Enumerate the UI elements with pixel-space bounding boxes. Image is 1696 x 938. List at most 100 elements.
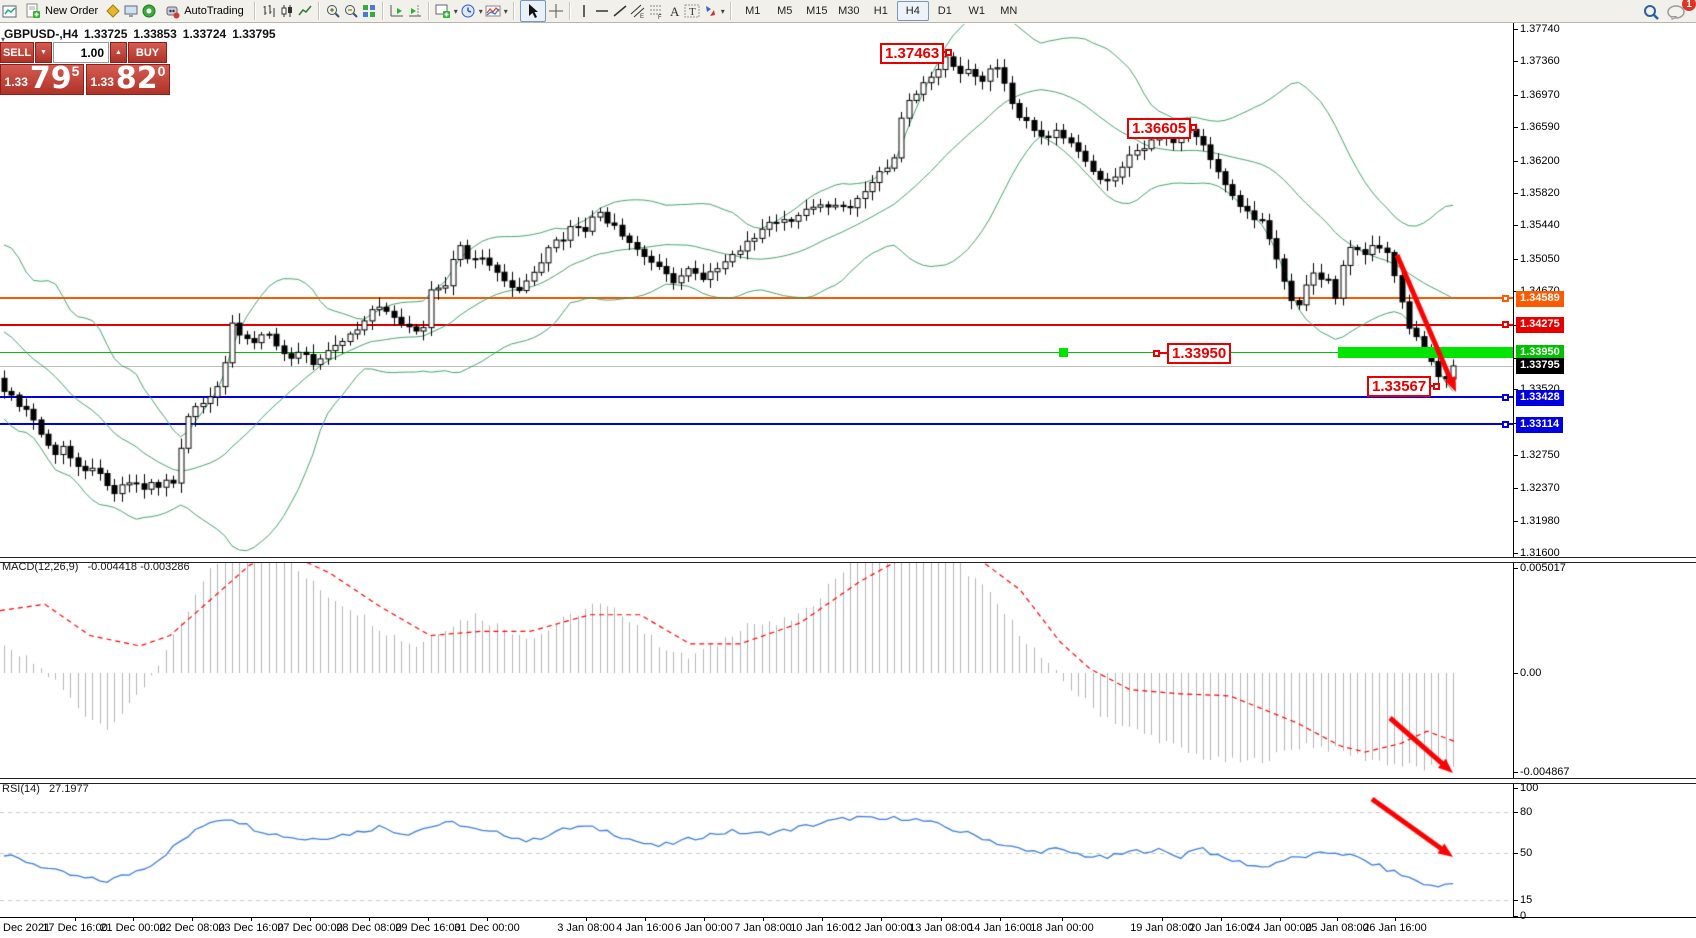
- cursor-tool[interactable]: [519, 0, 546, 22]
- toolbar-separator: [317, 2, 320, 20]
- chart-shift-icon[interactable]: [407, 3, 423, 19]
- vertical-line-tool-icon[interactable]: [576, 3, 592, 19]
- zoom-in-icon[interactable]: [325, 3, 341, 19]
- new-chart-icon[interactable]: [435, 3, 451, 19]
- price-callout[interactable]: 1.33950: [1167, 343, 1232, 364]
- zoom-out-icon[interactable]: [343, 3, 359, 19]
- sell-button[interactable]: SELL: [0, 42, 34, 63]
- time-label: 27 Dec 00:00: [277, 922, 343, 934]
- price-tick-label: 1.35440: [1520, 219, 1560, 232]
- time-label: 25 Jan 08:00: [1305, 922, 1369, 934]
- crosshair-icon[interactable]: [548, 3, 564, 19]
- toolbar-separator: [729, 2, 732, 20]
- timeframe-M30[interactable]: M30: [838, 5, 860, 17]
- timeframe-M15[interactable]: M15: [806, 5, 828, 17]
- axis-price-label: 1.34589: [1516, 290, 1564, 307]
- template-icon[interactable]: [485, 3, 501, 19]
- channel-tool-icon[interactable]: E: [630, 3, 646, 20]
- timeframe-MN[interactable]: MN: [1000, 5, 1018, 17]
- rsi-tick-label: 50: [1520, 847, 1533, 859]
- price-tick-label: 1.32370: [1520, 481, 1560, 494]
- hline-anchor-square[interactable]: [1502, 393, 1509, 401]
- timeframe-M5[interactable]: M5: [777, 5, 793, 17]
- horizontal-line-tool-icon[interactable]: [594, 3, 610, 19]
- hline-anchor-square[interactable]: [1502, 321, 1509, 329]
- price-tick-label: 1.36970: [1520, 88, 1560, 101]
- price-callout[interactable]: 1.36605: [1127, 118, 1192, 139]
- volume-up-button[interactable]: ▲: [110, 42, 127, 63]
- callout-anchor-square: [1153, 349, 1160, 357]
- timeframe-H4[interactable]: H4: [896, 1, 929, 21]
- timeframe-D1[interactable]: D1: [937, 5, 952, 17]
- toolbar-separator: [568, 2, 571, 20]
- macd-name: MACD(12,26,9): [2, 561, 79, 573]
- buy-price-point: 0: [157, 63, 166, 79]
- hline-support-blue-2[interactable]: [0, 423, 1513, 426]
- green-highlight-zone[interactable]: [1338, 347, 1513, 359]
- timeframe-M1[interactable]: M1: [745, 5, 761, 17]
- new-order-button[interactable]: New Order: [20, 0, 103, 22]
- auto-scroll-icon[interactable]: [389, 3, 405, 19]
- price-tick-label: 1.37360: [1520, 55, 1560, 68]
- time-label: 22 Dec 08:00: [159, 922, 225, 934]
- hline-resistance-lower[interactable]: [0, 323, 1513, 326]
- autotrading-button[interactable]: AutoTrading: [159, 0, 249, 22]
- line-chart-icon[interactable]: [297, 3, 313, 19]
- hline-support-green[interactable]: [0, 352, 1513, 354]
- time-label: 3 Jan 08:00: [557, 922, 615, 934]
- sell-price[interactable]: 1.33 79 5: [0, 64, 84, 95]
- svg-text:E: E: [640, 14, 644, 19]
- price-callout[interactable]: 1.37463: [880, 43, 945, 64]
- panel-splitter-macd[interactable]: [0, 557, 1696, 563]
- volume-down-button[interactable]: ▼: [35, 42, 52, 63]
- price-tick-label: 1.35820: [1520, 186, 1560, 199]
- hline-resistance-upper[interactable]: [0, 297, 1513, 300]
- time-axis-border: [0, 917, 1696, 918]
- chart-window-icon[interactable]: [2, 3, 18, 19]
- macd-value-main: -0.004418: [87, 561, 138, 573]
- panel-splitter-rsi[interactable]: [0, 778, 1696, 784]
- new-order-label: New Order: [45, 5, 99, 17]
- rsi-tick-label: 15: [1520, 894, 1533, 906]
- arrows-tool-caret[interactable]: ▾: [720, 6, 725, 16]
- text-tool-icon[interactable]: A: [666, 3, 682, 19]
- tile-windows-icon[interactable]: [361, 3, 377, 19]
- signals-icon[interactable]: [141, 3, 157, 19]
- buy-button[interactable]: BUY: [128, 42, 167, 63]
- notifications-icon[interactable]: 1: [1666, 0, 1696, 21]
- fibonacci-tool-icon[interactable]: F: [648, 3, 664, 21]
- terminal-icon[interactable]: [123, 3, 139, 19]
- axis-price-label: 1.34275: [1516, 317, 1564, 334]
- trade-panel-toggle[interactable]: ▾: [1, 35, 6, 44]
- volume-input[interactable]: 1.00: [53, 42, 109, 63]
- time-label: 4 Jan 16:00: [616, 922, 674, 934]
- time-label: 31 Dec 00:00: [454, 922, 520, 934]
- metaeditor-icon[interactable]: [105, 3, 121, 19]
- arrows-tool-icon[interactable]: [702, 3, 718, 19]
- time-label: 13 Jan 08:00: [909, 922, 973, 934]
- axis-price-label: 1.33428: [1516, 389, 1564, 406]
- timeframe-W1[interactable]: W1: [968, 5, 986, 17]
- buy-price[interactable]: 1.33 82 0: [86, 64, 170, 95]
- search-icon[interactable]: [1642, 3, 1659, 20]
- candlestick-chart-icon[interactable]: [279, 3, 295, 19]
- hline-anchor-square[interactable]: [1502, 420, 1509, 428]
- hline-anchor-square[interactable]: [1502, 294, 1509, 302]
- text-label-tool-icon[interactable]: T: [684, 3, 700, 19]
- new-chart-caret[interactable]: ▾: [453, 6, 458, 16]
- profiles-icon[interactable]: [460, 3, 476, 19]
- price-callout[interactable]: 1.33567: [1367, 376, 1432, 397]
- timeframe-H1[interactable]: H1: [873, 5, 888, 17]
- current-price-line: [0, 365, 1513, 367]
- timeframe-group: M1 M5 M15 M30 H1 H4 D1 W1 MN: [737, 1, 1025, 21]
- time-label: 10 Jan 16:00: [790, 922, 854, 934]
- profiles-caret[interactable]: ▾: [478, 6, 483, 16]
- current-price-label: 1.33795: [1516, 358, 1564, 375]
- template-caret[interactable]: ▾: [503, 6, 508, 16]
- quote-close: 1.33795: [232, 27, 276, 41]
- hline-handle[interactable]: [1059, 348, 1068, 358]
- hline-support-blue-1[interactable]: [0, 396, 1513, 399]
- bar-chart-icon[interactable]: [261, 3, 277, 19]
- trendline-tool-icon[interactable]: [612, 3, 628, 19]
